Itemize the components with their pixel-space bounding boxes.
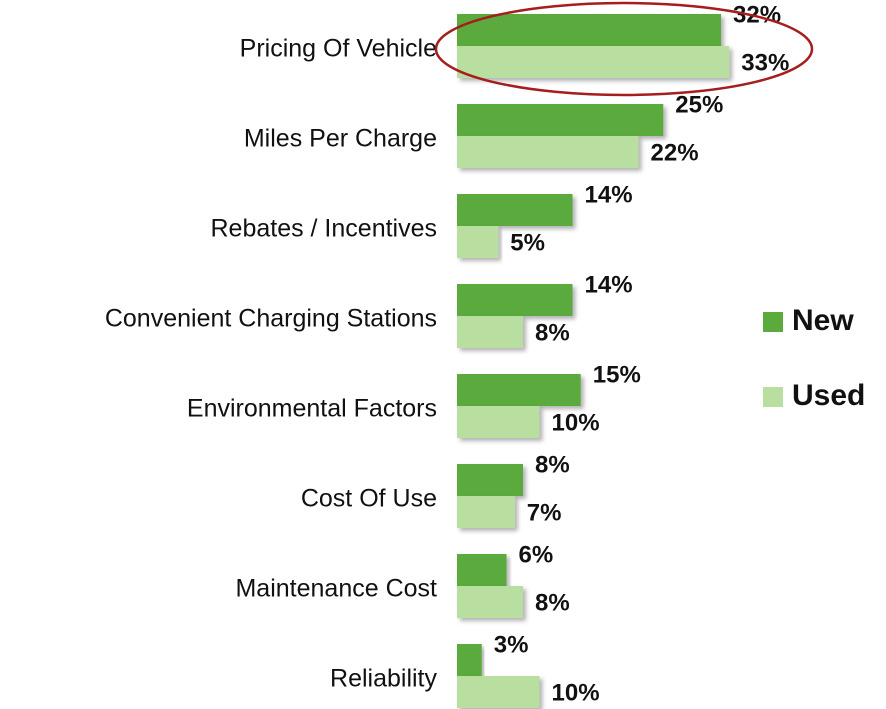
- bar: [457, 46, 730, 78]
- bar: [457, 374, 581, 406]
- value-label: 8%: [535, 589, 570, 616]
- bar: [457, 406, 540, 438]
- value-label: 25%: [675, 91, 723, 118]
- legend-label: New: [792, 304, 854, 337]
- value-label: 5%: [510, 229, 545, 256]
- bar: [457, 104, 664, 136]
- category-label: Convenient Charging Stations: [105, 305, 437, 333]
- bar: [457, 496, 515, 528]
- category-label: Cost Of Use: [301, 485, 437, 513]
- bar: [457, 316, 523, 348]
- value-label: 22%: [651, 139, 699, 166]
- value-label: 7%: [527, 499, 562, 526]
- bar: [457, 644, 482, 676]
- bar: [457, 586, 523, 618]
- value-label: 10%: [552, 679, 600, 706]
- bar: [457, 14, 721, 46]
- value-label: 33%: [741, 49, 789, 76]
- category-label: Miles Per Charge: [244, 125, 437, 153]
- bar: [457, 226, 499, 258]
- category-label: Maintenance Cost: [235, 575, 437, 603]
- value-label: 14%: [585, 181, 633, 208]
- category-label: Pricing Of Vehicle: [240, 35, 437, 63]
- value-label: 15%: [593, 361, 641, 388]
- value-label: 8%: [535, 319, 570, 346]
- value-label: 32%: [733, 1, 781, 28]
- category-label: Environmental Factors: [187, 395, 437, 423]
- value-label: 8%: [535, 451, 570, 478]
- legend-label: Used: [792, 379, 865, 412]
- legend-swatch: [763, 387, 783, 407]
- category-label: Reliability: [330, 665, 437, 693]
- value-label: 14%: [585, 271, 633, 298]
- legend-swatch: [763, 312, 783, 332]
- bar: [457, 676, 540, 708]
- plot: Pricing Of Vehicle 32% 33% Miles Per Charge…: [105, 1, 865, 708]
- category-label: Rebates / Incentives: [210, 215, 437, 243]
- value-label: 3%: [494, 631, 529, 658]
- bar: [457, 554, 507, 586]
- bar: [457, 464, 523, 496]
- value-label: 6%: [519, 541, 554, 568]
- value-label: 10%: [552, 409, 600, 436]
- bar: [457, 136, 639, 168]
- bar: [457, 284, 573, 316]
- highlight-ellipse: [434, 1, 814, 97]
- bar: [457, 194, 573, 226]
